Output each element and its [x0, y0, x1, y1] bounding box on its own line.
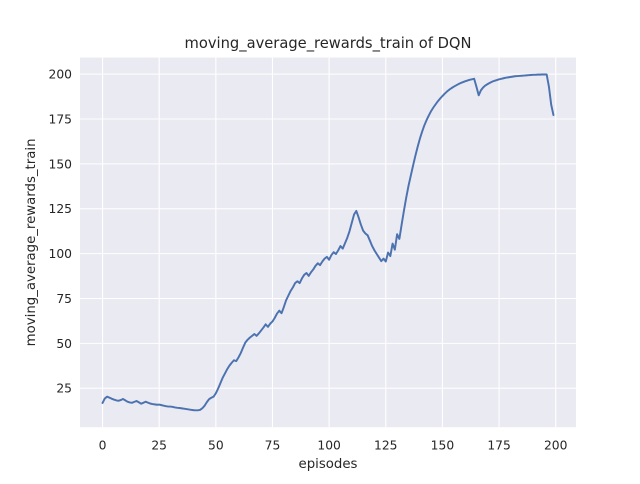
x-tick-label: 0 [99, 439, 107, 453]
y-tick-labels: 25 50 75 100 125 150 175 200 [49, 68, 72, 396]
series-line [101, 73, 555, 412]
x-tick-labels: 0 25 50 75 100 125 150 175 200 [99, 439, 568, 453]
x-axis-label: episodes [299, 457, 358, 472]
x-tick-label: 200 [544, 439, 567, 453]
x-tick-label: 125 [374, 439, 397, 453]
x-tick-label: 75 [265, 439, 281, 453]
plot-area [80, 57, 576, 428]
y-tick-label: 150 [49, 157, 72, 171]
y-axis-label: moving_average_rewards_train [24, 138, 39, 346]
x-tick-label: 25 [151, 439, 167, 453]
y-tick-label: 100 [49, 247, 72, 261]
y-tick-label: 25 [56, 382, 72, 396]
chart-title: moving_average_rewards_train of DQN [185, 35, 472, 52]
x-tick-label: 150 [431, 439, 454, 453]
y-tick-label: 200 [49, 68, 72, 82]
x-tick-label: 50 [208, 439, 224, 453]
y-tick-label: 50 [56, 337, 72, 351]
x-tick-label: 175 [487, 439, 510, 453]
x-tick-label: 100 [317, 439, 340, 453]
y-tick-label: 75 [56, 292, 72, 306]
y-tick-label: 125 [49, 202, 72, 216]
grid-lines [80, 57, 576, 428]
y-tick-label: 175 [49, 112, 72, 126]
